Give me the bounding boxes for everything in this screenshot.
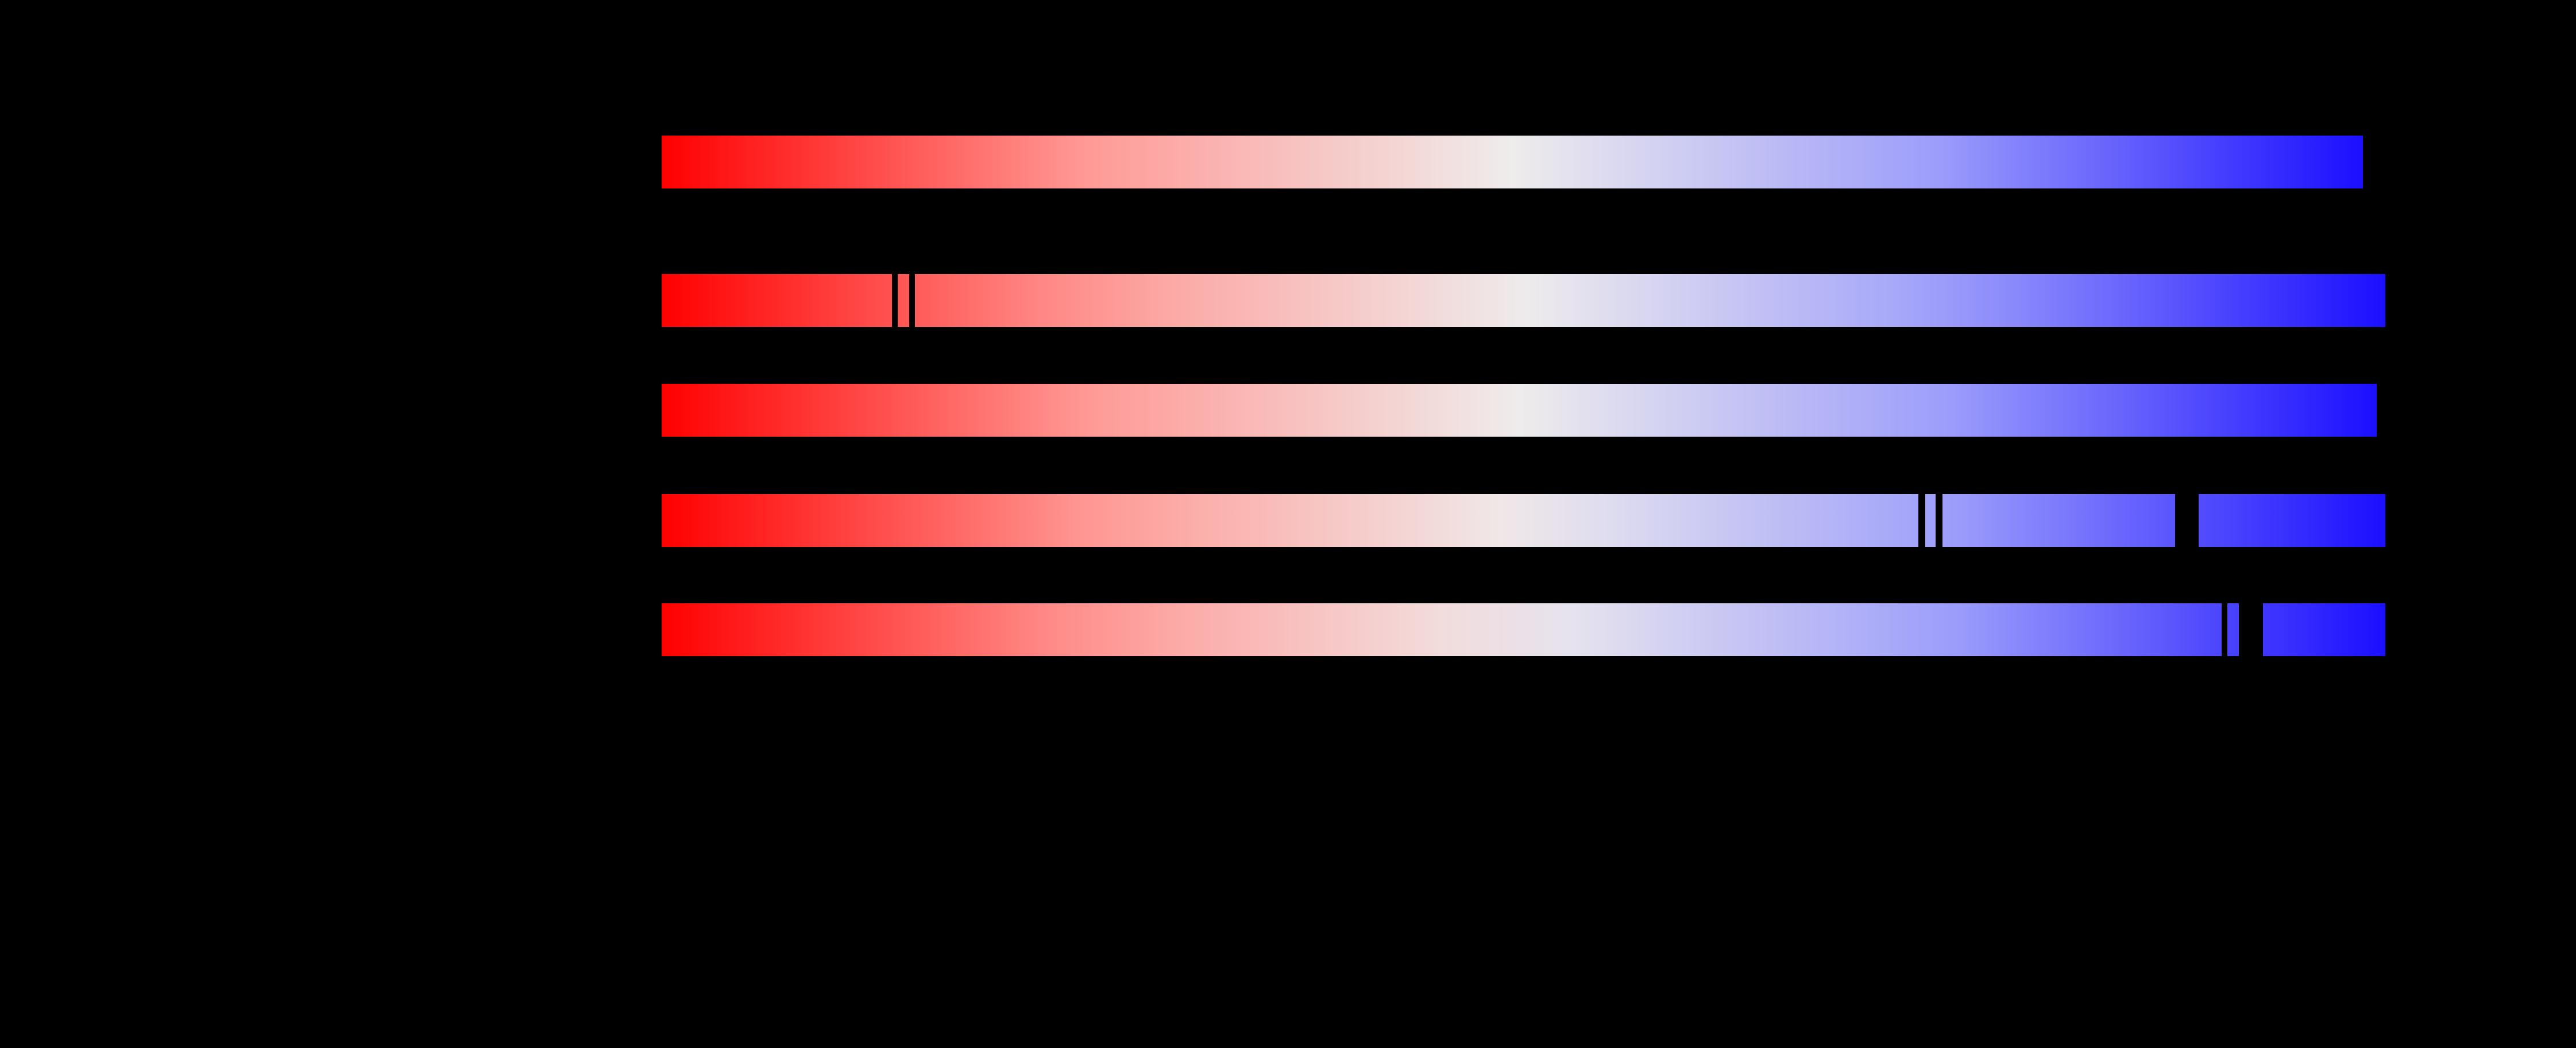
colorbar-4-segment-1 bbox=[662, 494, 1918, 547]
colorbar-2-segment-2 bbox=[898, 274, 909, 327]
colorbar-2-segment-3 bbox=[915, 274, 2385, 327]
colorbar-5-segment-1 bbox=[662, 603, 2222, 656]
colorbar-5-segment-2 bbox=[2227, 603, 2239, 656]
colorbar-3-segment-1 bbox=[662, 384, 2377, 437]
colorbar-2-segment-1 bbox=[662, 274, 892, 327]
colorbar-1-segment-1 bbox=[662, 136, 2363, 188]
colorbar-4-segment-4 bbox=[2199, 494, 2385, 547]
colorbar-5 bbox=[0, 603, 2576, 656]
colorbar-4 bbox=[0, 494, 2576, 547]
colorbar-4-segment-3 bbox=[1942, 494, 2175, 547]
colorbar-5-segment-3 bbox=[2263, 603, 2385, 656]
colorbar-1 bbox=[0, 136, 2576, 188]
colorbar-4-segment-2 bbox=[1925, 494, 1936, 547]
colorbar-3 bbox=[0, 384, 2576, 437]
colorbar-2 bbox=[0, 274, 2576, 327]
